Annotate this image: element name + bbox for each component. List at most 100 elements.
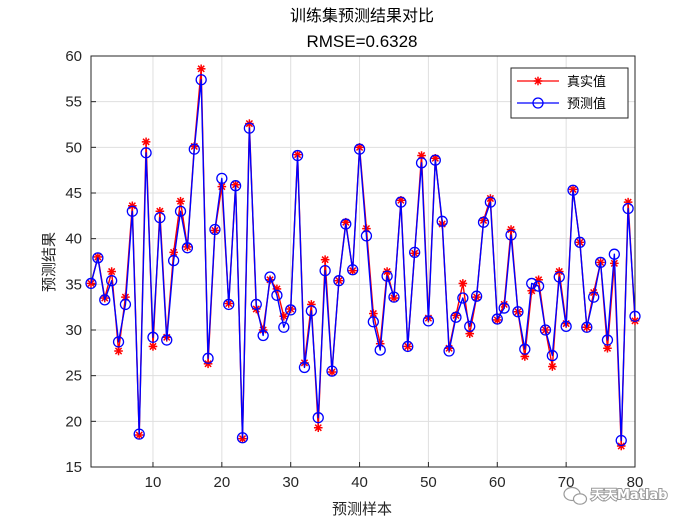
data-point-circle — [271, 289, 283, 301]
series-predicted-values — [85, 74, 641, 447]
legend-marker-asterisk — [533, 76, 543, 86]
x-tick-label: 60 — [489, 474, 506, 491]
data-point-circle — [250, 298, 262, 311]
data-point-circle — [422, 315, 435, 327]
data-point-circle — [92, 252, 104, 264]
data-point-circle — [285, 304, 297, 316]
y-tick-label: 15 — [65, 459, 82, 476]
data-point-circle — [106, 275, 118, 287]
legend-marker-circle — [532, 97, 544, 109]
data-point-circle — [464, 320, 476, 332]
data-point-circle — [161, 334, 173, 346]
data-point-circle — [257, 329, 269, 342]
y-tick-label: 30 — [65, 322, 82, 339]
data-point-circle — [298, 361, 311, 374]
data-point-asterisk — [238, 434, 247, 443]
data-point-circle — [408, 246, 421, 259]
data-point-circle — [588, 291, 600, 303]
data-point-asterisk — [458, 279, 468, 288]
data-point-circle — [457, 292, 469, 304]
data-point-circle — [436, 215, 448, 227]
data-point-asterisk — [176, 196, 185, 206]
data-point-circle — [340, 218, 352, 230]
data-point-asterisk — [148, 342, 158, 351]
chart-title: 训练集预测结果对比 — [290, 6, 434, 25]
data-point-circle — [381, 270, 393, 282]
data-point-circle — [574, 236, 586, 248]
data-point-circle — [264, 271, 276, 283]
data-point-circle — [622, 202, 634, 215]
x-tick-label: 40 — [351, 474, 368, 491]
data-point-circle — [594, 256, 607, 269]
x-tick-label: 50 — [420, 474, 437, 491]
series-layer — [85, 64, 641, 451]
data-point-circle — [484, 196, 497, 208]
series-line — [90, 79, 636, 442]
data-point-circle — [347, 264, 359, 276]
data-point-asterisk — [114, 346, 123, 356]
plot-area-frame — [90, 55, 636, 468]
data-point-circle — [195, 74, 207, 86]
data-point-circle — [236, 432, 249, 444]
y-tick-label: 20 — [65, 413, 82, 430]
axis-ticks: 10 20 30 40 50 60 70 80 15 20 25 30 35 40 45 50 55 60 — [65, 48, 643, 491]
data-point-circle — [312, 412, 324, 424]
data-point-circle — [402, 340, 414, 353]
data-point-circle — [126, 205, 138, 217]
data-point-circle — [140, 147, 152, 159]
data-point-circle — [202, 352, 214, 364]
data-point-circle — [512, 306, 524, 318]
data-point-circle — [532, 280, 545, 292]
data-point-circle — [305, 305, 318, 317]
data-point-circle — [353, 143, 366, 155]
y-tick-label: 25 — [65, 368, 82, 385]
data-point-circle — [243, 122, 256, 134]
data-point-circle — [608, 248, 620, 260]
data-point-circle — [319, 264, 331, 277]
y-axis-label: 预测结果 — [40, 232, 58, 292]
data-point-circle — [154, 212, 166, 224]
data-point-asterisk — [548, 362, 557, 371]
data-point-circle — [374, 344, 386, 356]
data-point-asterisk — [196, 64, 206, 74]
data-point-circle — [395, 196, 407, 208]
data-point-circle — [216, 172, 228, 185]
data-point-circle — [601, 334, 614, 346]
data-point-circle — [629, 310, 641, 322]
data-point-circle — [333, 275, 345, 287]
legend-asterisk — [533, 76, 543, 86]
data-point-circle — [615, 434, 627, 447]
data-point-circle — [360, 230, 373, 242]
data-point-circle — [291, 149, 304, 162]
y-tick-label: 35 — [65, 276, 82, 293]
x-axis-label: 预测样本 — [332, 500, 392, 518]
data-point-circle — [99, 294, 111, 306]
data-point-circle — [188, 143, 200, 155]
data-point-circle — [174, 205, 187, 217]
y-tick-label: 60 — [65, 48, 82, 65]
data-point-circle — [526, 277, 538, 290]
data-point-circle — [112, 336, 125, 348]
y-tick-label: 45 — [65, 185, 82, 202]
x-tick-label: 20 — [213, 474, 230, 491]
data-point-asterisk — [313, 423, 323, 433]
data-point-circle — [388, 291, 400, 303]
data-point-circle — [147, 331, 159, 343]
data-point-asterisk — [141, 137, 151, 147]
data-point-circle — [326, 365, 338, 377]
data-point-circle — [470, 290, 483, 302]
data-point-circle — [223, 298, 235, 311]
data-point-asterisk — [107, 267, 116, 276]
data-point-asterisk — [293, 150, 302, 159]
legend-box — [510, 67, 629, 119]
x-tick-label: 70 — [558, 474, 575, 491]
data-point-circle — [278, 321, 290, 333]
data-point-circle — [498, 302, 510, 314]
data-point-circle — [450, 311, 462, 323]
data-point-circle — [181, 242, 194, 254]
data-point-circle — [505, 229, 517, 241]
data-point-circle — [491, 313, 503, 325]
data-point-circle — [367, 316, 379, 328]
data-point-circle — [443, 345, 455, 357]
